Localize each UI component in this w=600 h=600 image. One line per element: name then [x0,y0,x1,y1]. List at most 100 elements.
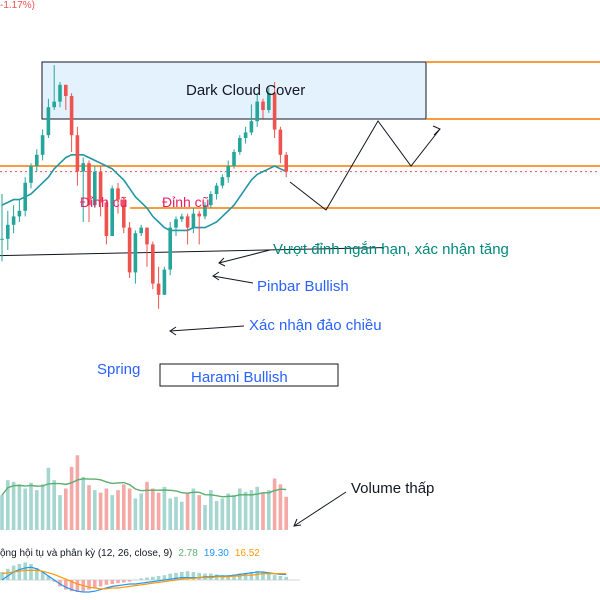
candle-body [191,213,196,228]
macd-line [1,566,287,593]
volume-bar [226,493,230,530]
volume-bar [191,488,196,530]
candle-body [232,152,236,166]
macd-histogram-bar [23,562,27,580]
macd-histogram-bar [232,574,236,580]
volume-bar [81,476,85,530]
volume-bar [133,498,138,530]
macd-histogram-bar [104,580,109,585]
candle-body [127,227,132,273]
candle-body [17,210,22,217]
candle-body [98,171,103,203]
macd-histogram-bar [93,580,97,588]
pinbar-arrowhead [212,271,220,281]
volume-bar [104,488,109,530]
vuot-dinh-label: Vượt đỉnh ngắn hạn, xác nhận tăng [273,241,509,258]
candle-body [58,84,62,102]
macd-histogram-bar [122,580,126,583]
volume-bar [0,495,4,530]
volume-bar [35,490,39,530]
macd-histogram-bar [11,565,16,580]
volume-bar [272,478,277,530]
volume-bar [6,480,10,530]
candle-body [203,205,207,217]
candle-body [23,182,27,211]
volume-bar [98,492,103,530]
annotation-labels: -1.17%) Dark Cloud Cover Đỉnh cũ Đỉnh cũ… [0,0,509,559]
volume-bar [180,501,184,530]
volume-bar [69,466,74,530]
candle-body [64,84,68,96]
candle-body [46,107,51,136]
candle-body [249,121,254,133]
macd-histogram-bar [255,571,259,580]
macd-histogram-bar [168,573,172,580]
volume-bar [87,485,91,530]
macd-histogram-bar [64,580,68,590]
volume-bar [168,498,172,530]
projection-path [289,120,441,211]
macd-signal-value: 16.52 [235,548,260,559]
candle-body [261,101,265,110]
candle-body [168,227,172,270]
candle-body [110,188,114,236]
candle-body [238,138,242,152]
candle-body [151,244,155,284]
volume-bar [185,492,190,530]
volume-bar [75,455,80,530]
volume-bar [40,484,45,530]
xac-nhan-label: Xác nhận đảo chiều [249,317,382,334]
macd-histogram-bar [40,572,45,580]
volume-bar [122,484,126,530]
macd-histogram-bar [267,573,271,580]
volume-arrow [293,491,347,527]
candle-body [29,166,33,183]
volume-bar [127,488,132,530]
macd-histogram-bar [191,572,196,580]
spring-label: Spring [97,361,140,378]
macd-histogram-bar [139,578,143,580]
volume-bar [278,484,283,530]
xac-nhan-arrowhead [169,326,177,336]
candlestick-series [0,65,288,309]
pinbar-arrow [212,275,254,284]
macd-histogram-bar [35,568,39,580]
annotation-zones [41,61,427,387]
vuot-dinh-arrowhead [218,257,226,267]
volume-bar [214,500,219,530]
candle-body [133,233,138,273]
macd-panel [0,562,300,593]
harami-box [159,363,339,387]
macd-histogram-bar [238,573,242,580]
macd-histogram-bar [261,572,265,580]
macd-histogram-bar [127,580,132,582]
candle-body [220,177,225,186]
macd-histogram-bar [185,571,190,580]
candle-body [104,202,109,236]
macd-histogram-bar [272,575,277,580]
volume-bar [209,490,213,530]
volume-bar [93,490,97,530]
macd-histogram-bar [69,580,74,592]
volume-bar [151,488,155,530]
volume-bar [255,486,259,530]
macd-histogram-bar [162,575,167,580]
dinh-cu-label-1: Đỉnh cũ [80,194,127,210]
volume-bar [197,495,201,530]
macd-histogram-bar [174,572,178,580]
volume-bar [145,481,149,530]
candle-body [139,227,143,234]
projection-arrowhead [432,125,441,136]
volume-bar [232,495,236,530]
macd-histogram-bar [52,580,56,582]
candle-body [226,166,230,178]
candle-body [156,283,161,295]
annotation-drawings [169,120,441,527]
macd-line-value: 19.30 [204,548,229,559]
macd-histogram-bar [226,575,230,580]
macd-histogram-bar [110,580,114,584]
candle-body [52,101,56,108]
change-readout: -1.17%) [0,0,35,11]
volume-bar [17,484,22,530]
